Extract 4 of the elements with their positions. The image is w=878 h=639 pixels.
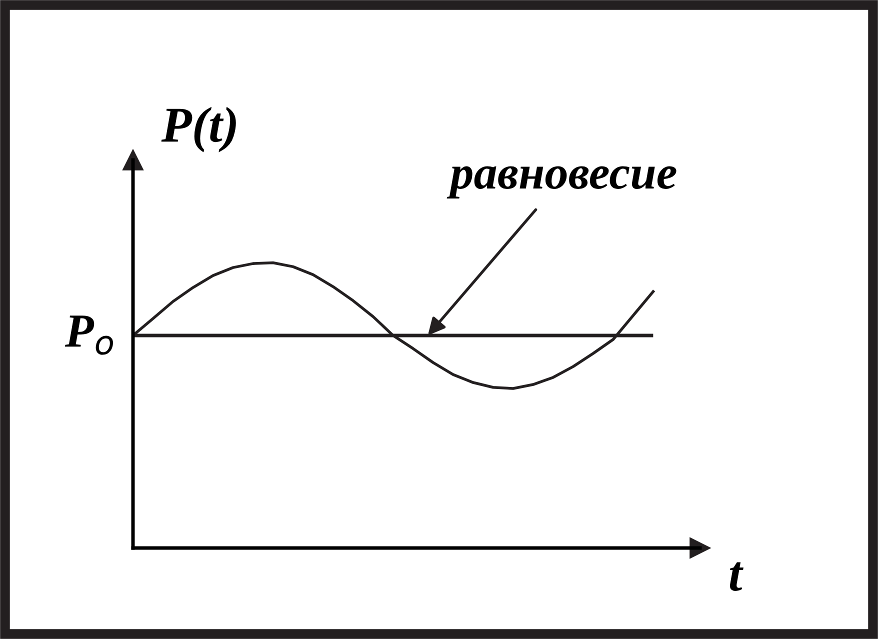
- ref-line-label: P$_{o}$: [64, 316, 113, 355]
- annotation: равновесие: [446, 166, 676, 199]
- x-axis-title: t: [730, 562, 744, 591]
- y-axis-title: P(t): [161, 106, 236, 152]
